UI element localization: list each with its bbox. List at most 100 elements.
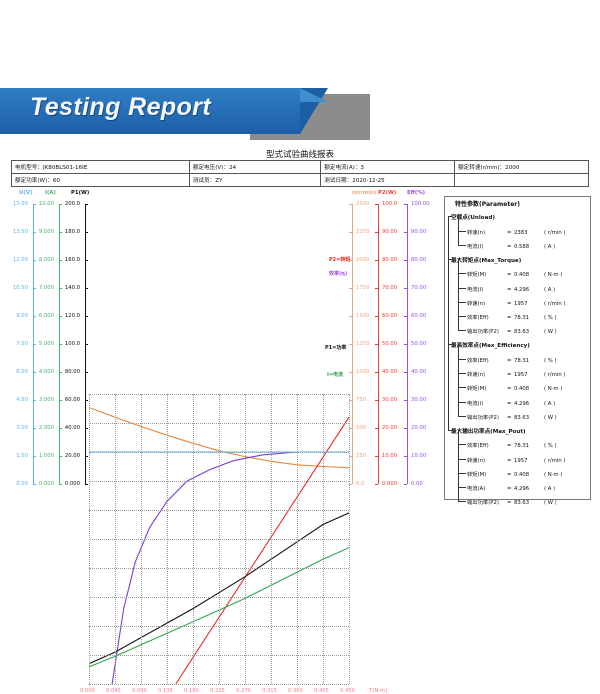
axis-tick-label: 30.00 [411, 397, 427, 403]
axis-tick-mark [59, 232, 62, 233]
axis-tick-mark [349, 428, 352, 429]
parameter-equals: = [507, 500, 512, 507]
parameter-value: 0.408 [514, 272, 530, 279]
tree-connector [458, 330, 466, 332]
info-cell [454, 173, 589, 187]
parameter-row: 效率(Eff) = 78.31 ( % ) [467, 441, 557, 449]
axis-tick-label: 10.00 [38, 201, 54, 207]
parameter-row: 效率(Eff) = 78.31 ( % ) [467, 313, 557, 321]
tree-connector [448, 429, 452, 431]
parameter-equals: = [507, 300, 512, 307]
parameter-key: 转速(n) [467, 457, 486, 464]
parameter-row: 转速(n) = 2383 ( r/min ) [467, 228, 565, 236]
axis-tick-mark [375, 232, 378, 233]
axis-tick-label: 90.00 [411, 229, 427, 235]
info-cell: 额定电压(V)：24 [188, 160, 322, 174]
parameter-value: 83.63 [514, 500, 530, 507]
axis-tick-mark [404, 400, 407, 401]
parameter-row: 转速(n) = 1957 ( r/min ) [467, 456, 565, 464]
axis-tick-mark [375, 400, 378, 401]
axis-tick-mark [404, 372, 407, 373]
axis-tick-label: 7.000 [38, 285, 54, 291]
axis-tick-mark [33, 204, 36, 205]
parameter-row: 转速(n) = 1957 ( r/min ) [467, 299, 565, 307]
parameter-equals: = [507, 272, 512, 279]
info-cell: 测试员：ZY [188, 173, 322, 187]
parameter-unit: ( A ) [544, 286, 556, 293]
axis-tick-mark [33, 400, 36, 401]
axis-tick-label: 0.000 [64, 481, 80, 487]
parameter-unit: ( A ) [544, 486, 556, 492]
axis-tick-mark [85, 344, 88, 345]
tree-connector [458, 301, 466, 303]
motor-info-table: 电机型号：JK80BLS01-16IE 额定电压(V)：24 额定电流(A)：3 额定… [11, 160, 589, 187]
parameter-value: 1957 [514, 372, 528, 379]
axis-tick-mark [59, 456, 62, 457]
axis-tick-label: 0.000 [382, 481, 398, 487]
axis-tick-label: 5.000 [38, 341, 54, 347]
parameter-key: 转速(n) [467, 300, 486, 307]
report-title: 型式试验曲线报表 [265, 150, 334, 160]
axis-line [407, 204, 408, 484]
tree-connector [458, 358, 466, 360]
parameter-value: 78.31 [514, 443, 530, 450]
tree-connector [458, 316, 466, 317]
tree-connector [458, 429, 459, 502]
parameter-row: 电流(I) = 4.296 ( A ) [467, 399, 555, 407]
parameter-unit: ( % ) [544, 357, 557, 364]
x-axis-tick-label: 0.270 [236, 688, 251, 694]
parameter-key: 效率(Eff) [467, 315, 489, 321]
axis-tick-mark [404, 288, 407, 289]
parameter-key: 输出功率(P2) [467, 500, 499, 507]
axis-tick-mark [349, 400, 352, 401]
parameter-unit: ( A ) [544, 400, 556, 407]
info-cell: 额定转速(r/min)：2000 [454, 160, 589, 174]
grid-line-horizontal [89, 626, 349, 627]
axis-tick-label: 180.0 [64, 229, 80, 235]
parameter-row: 电流(I) = 0.588 ( A ) [467, 242, 555, 250]
parameter-unit: ( N·m ) [544, 386, 563, 393]
axis-title: I(A) [45, 190, 56, 196]
axis-tick-mark [85, 288, 88, 289]
axis-title: P2(W) [378, 190, 397, 196]
axis-tick-mark [85, 372, 88, 373]
axis-tick-label: 70.00 [411, 285, 427, 291]
axis-tick-mark [33, 232, 36, 233]
tree-connector [458, 458, 466, 460]
axis-title: Eff(%) [407, 190, 426, 196]
axis-tick-mark [404, 484, 407, 485]
axis-tick-mark [85, 428, 88, 429]
parameter-unit: ( % ) [544, 443, 557, 450]
axis-tick-label: 60.00 [64, 397, 80, 403]
axis-tick-mark [349, 260, 352, 261]
axis-tick-label: 6.000 [38, 313, 54, 319]
axis-tick-mark [349, 204, 352, 205]
table-row: 电机型号：JK80BLS01-16IE 额定电压(V)：24 额定电流(A)：3 额定… [11, 160, 589, 174]
axis-tick-label: 9.000 [38, 229, 54, 235]
axis-tick-mark [375, 456, 378, 457]
axis-tick-label: 100.0 [382, 201, 398, 207]
parameter-row: 转矩(M) = 0.408 ( N·m ) [467, 470, 562, 478]
axis-tick-mark [85, 316, 88, 317]
parameter-panel-title: 特性参数(Parameter) [455, 201, 520, 208]
report-page: Testing Report 型式试验曲线报表 电机型号：JK80BLS01-1… [0, 88, 591, 694]
axis-tick-mark [85, 400, 88, 401]
tree-connector [458, 387, 466, 389]
tree-connector [448, 344, 452, 346]
axis-tick-label: 20.00 [411, 425, 427, 431]
x-axis-tick-label: 0.315 [262, 688, 277, 694]
parameter-unit: ( r/min ) [544, 372, 566, 379]
x-axis-tick-label: 0.360 [288, 688, 303, 694]
banner-blue-shape [0, 88, 300, 134]
tree-connector [458, 344, 459, 416]
axis-tick-mark [85, 204, 88, 205]
x-axis-tick-label: 0.090 [132, 688, 147, 694]
parameter-equals: = [507, 315, 512, 321]
x-axis-tick-label: 0.405 [314, 688, 329, 694]
parameter-key: 转矩(M) [467, 471, 487, 478]
axis-tick-mark [375, 428, 378, 429]
axis-tick-label: 100.00 [411, 201, 430, 207]
axis-tick-mark [59, 400, 62, 401]
grid-line-horizontal [89, 481, 349, 482]
axis-tick-mark [59, 372, 62, 373]
